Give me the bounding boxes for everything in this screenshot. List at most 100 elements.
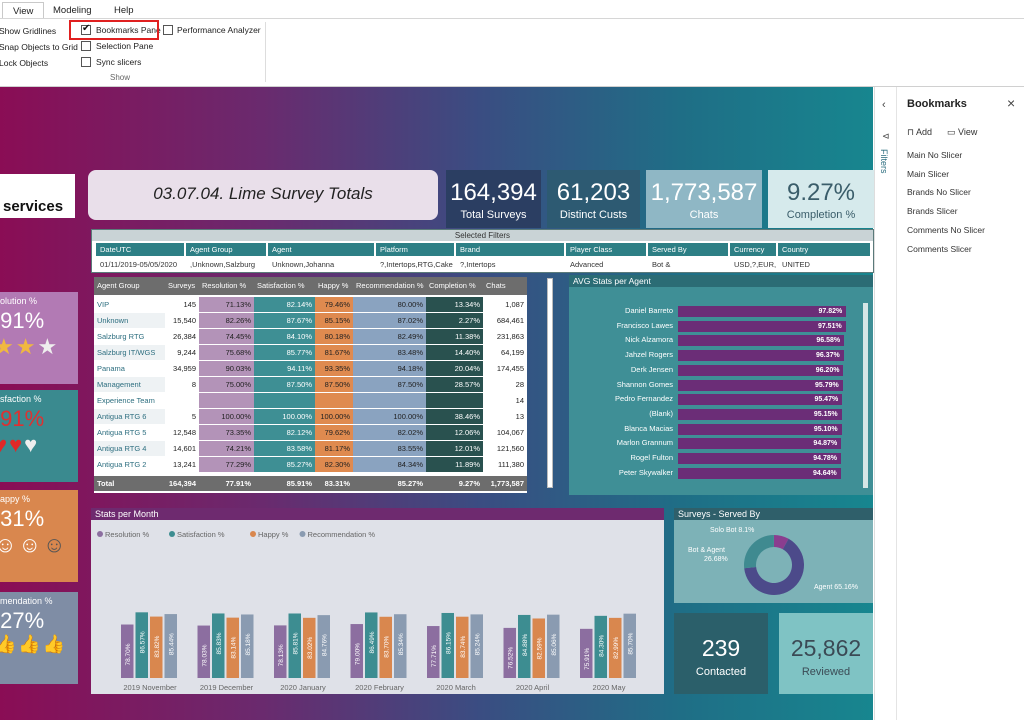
agent-value: 95.10%	[813, 425, 838, 433]
table-cell: 87.50%	[315, 377, 353, 392]
month-bar	[470, 614, 483, 678]
lock-objects-option[interactable]: Lock Objects	[0, 58, 49, 68]
bookmark-item[interactable]: Comments No Slicer	[907, 224, 985, 235]
filter-header: Agent	[268, 243, 374, 256]
column-header[interactable]: Completion %	[426, 277, 483, 295]
donut-label: Agent 65.16%	[814, 584, 858, 591]
performance-analyzer-option[interactable]: Performance Analyzer	[177, 25, 261, 35]
table-cell: 73.35%	[199, 425, 254, 440]
table-cell: 100.00%	[353, 409, 426, 424]
bookmarks-pane-checkbox[interactable]	[81, 23, 91, 35]
stats-per-month-chart: Resolution % Satisfaction % Happy % Recomme…	[97, 530, 636, 692]
table-cell: Salzburg RTG	[94, 329, 165, 344]
table-total-cell: 77.91%	[199, 476, 254, 491]
view-bookmark-button[interactable]: ▭ View	[947, 127, 977, 138]
bar-value-label: 85.70%	[628, 632, 635, 654]
snap-objects-option[interactable]: Snap Objects to Grid	[0, 42, 78, 52]
agent-bar: 96.58%	[678, 335, 845, 347]
table-total-cell: 164,394	[165, 476, 199, 491]
table-cell: 1,087	[483, 297, 527, 312]
filters-strip[interactable]: ‹ ⊲ Filters	[875, 87, 897, 720]
bar-value-label: 84.88%	[522, 634, 529, 656]
column-header[interactable]: Chats	[483, 277, 527, 295]
bar-value-label: 82.99%	[613, 637, 620, 659]
table-total-cell: Total	[94, 476, 165, 491]
selection-pane-option[interactable]: Selection Pane	[96, 41, 154, 51]
table-cell: Antigua RTG 6	[94, 409, 165, 424]
table-total-cell: 85.91%	[254, 476, 315, 491]
bookmark-item[interactable]: Main No Slicer	[907, 150, 963, 160]
tab-help[interactable]: Help	[114, 5, 134, 16]
sync-slicers-checkbox[interactable]	[81, 57, 91, 67]
table-cell: 684,461	[483, 313, 527, 328]
table-scrollbar[interactable]	[547, 278, 553, 488]
agent-name: (Blank)	[649, 408, 673, 418]
donut-label: 26.68%	[704, 556, 728, 563]
bookmark-item[interactable]: Brands Slicer	[907, 206, 958, 217]
selection-pane-checkbox[interactable]	[81, 41, 91, 51]
filter-value: 01/11/2019-05/05/2020	[100, 260, 178, 269]
chevron-left-icon[interactable]: ‹	[882, 99, 886, 111]
agent-group-table[interactable]: Agent Group Surveys Resolution % Satisfacti…	[94, 277, 527, 493]
table-cell: 87.50%	[353, 377, 426, 392]
agent-value: 97.51%	[817, 322, 842, 330]
table-cell: 93.35%	[315, 361, 353, 376]
table-cell: 100.00%	[254, 409, 315, 424]
close-icon[interactable]: ×	[1007, 95, 1016, 111]
bar-value-label: 78.13%	[278, 644, 285, 666]
bar-value-label: 85.06%	[551, 633, 558, 655]
month-bar	[226, 617, 239, 678]
filter-header: Currency	[730, 243, 776, 256]
column-header[interactable]: Happy %	[315, 277, 353, 295]
table-cell: 14	[483, 393, 527, 408]
month-bar	[456, 616, 469, 678]
bar-value-label: 83.14%	[231, 636, 238, 658]
column-header[interactable]: Surveys	[165, 277, 199, 295]
column-header[interactable]: Recommendation %	[353, 277, 426, 295]
table-cell: Antigua RTG 4	[94, 441, 165, 456]
bar-value-label: 85.44%	[169, 633, 176, 655]
filter-icon: ⊲	[882, 131, 890, 141]
table-cell: 79.62%	[315, 425, 353, 440]
card-value: .27%	[0, 608, 45, 633]
month-bar	[441, 612, 454, 678]
add-label: Add	[916, 127, 933, 137]
table-cell: 94.18%	[353, 361, 426, 376]
column-header[interactable]: Satisfaction %	[254, 277, 315, 295]
bookmarks-pane-option[interactable]: Bookmarks Pane	[96, 25, 161, 35]
show-group-label: Show	[110, 73, 131, 82]
filter-header: Brand	[456, 243, 564, 256]
bookmark-item[interactable]: Brands No Slicer	[907, 187, 971, 198]
table-cell: 231,863	[483, 329, 527, 344]
table-cell	[353, 393, 426, 408]
ribbon-separator	[265, 22, 266, 82]
bar-value-label: 83.70%	[384, 636, 391, 658]
agent-bar: 95.10%	[678, 423, 842, 435]
month-bar	[303, 617, 316, 678]
card-title: sfaction %	[0, 394, 42, 404]
filter-value: USD,?,EUR,	[734, 260, 776, 269]
table-cell: 12.01%	[426, 441, 483, 456]
tab-view[interactable]: View	[2, 2, 45, 19]
sync-slicers-option[interactable]: Sync slicers	[96, 57, 142, 67]
tab-modeling[interactable]: Modeling	[53, 5, 92, 16]
filters-label[interactable]: Filters	[879, 149, 889, 174]
column-header[interactable]: Agent Group	[94, 277, 165, 295]
agent-value: 97.82%	[818, 308, 843, 315]
agent-bar: 97.51%	[678, 320, 846, 332]
show-gridlines-option[interactable]: Show Gridlines	[0, 26, 57, 36]
table-cell: 74.21%	[199, 441, 254, 456]
bookmark-item[interactable]: Main Slicer	[907, 168, 950, 179]
performance-analyzer-checkbox[interactable]	[163, 25, 173, 35]
selected-filters: Selected Filters DateUTC 01/11/2019-05/05…	[91, 229, 874, 273]
stats-per-month-title: Stats per Month	[91, 508, 664, 520]
avg-scrollbar[interactable]	[863, 303, 868, 488]
table-cell: Salzburg IT/WGS	[94, 345, 165, 360]
table-cell: 81.67%	[315, 345, 353, 360]
bookmark-item[interactable]: Comments Slicer	[907, 243, 972, 254]
card-title: olution %	[0, 296, 38, 306]
month-bar	[547, 614, 560, 678]
add-bookmark-button[interactable]: ⊓ Add	[907, 127, 932, 138]
bar-value-label: 83.82%	[154, 635, 161, 657]
column-header[interactable]: Resolution %	[199, 277, 254, 295]
